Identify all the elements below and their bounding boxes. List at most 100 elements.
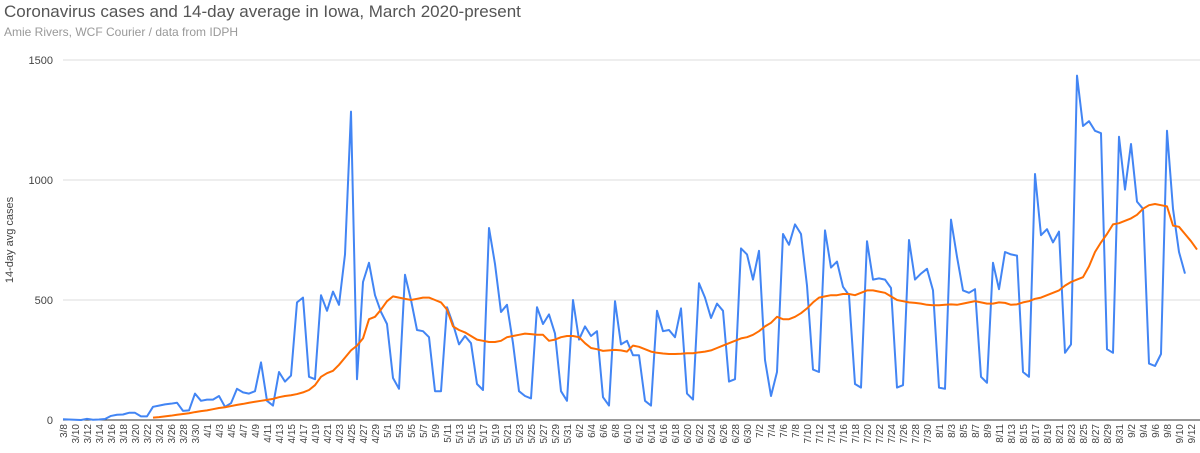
x-tick-label: 7/4 — [767, 424, 778, 438]
x-tick-label: 7/30 — [923, 424, 934, 444]
x-tick-label: 6/14 — [647, 424, 658, 444]
x-tick-label: 5/17 — [479, 424, 490, 444]
x-tick-label: 5/19 — [491, 424, 502, 444]
x-tick-label: 7/20 — [863, 424, 874, 444]
x-tick-label: 6/16 — [659, 424, 670, 444]
chart-subtitle: Amie Rivers, WCF Courier / data from IDP… — [4, 25, 238, 39]
x-tick-label: 6/12 — [635, 424, 646, 444]
x-tick-label: 4/17 — [299, 424, 310, 444]
x-tick-label: 5/31 — [563, 424, 574, 444]
x-tick-label: 4/19 — [311, 424, 322, 444]
x-tick-label: 8/9 — [983, 424, 994, 438]
x-tick-label: 5/27 — [539, 424, 550, 444]
x-tick-label: 4/11 — [263, 424, 274, 443]
x-tick-label: 8/17 — [1031, 424, 1042, 444]
x-tick-label: 7/22 — [875, 424, 886, 444]
x-tick-label: 9/10 — [1175, 424, 1186, 444]
x-tick-label: 4/5 — [227, 424, 238, 438]
x-tick-label: 9/12 — [1187, 424, 1198, 444]
x-tick-label: 8/15 — [1019, 424, 1030, 444]
x-tick-label: 6/10 — [623, 424, 634, 444]
x-tick-label: 3/14 — [95, 424, 106, 444]
x-tick-label: 5/23 — [515, 424, 526, 444]
x-tick-label: 8/5 — [959, 424, 970, 438]
chart-title: Coronavirus cases and 14-day average in … — [4, 2, 521, 21]
x-tick-label: 4/21 — [323, 424, 334, 444]
x-tick-label: 4/27 — [359, 424, 370, 444]
x-tick-label: 5/25 — [527, 424, 538, 444]
x-tick-label: 8/21 — [1055, 424, 1066, 444]
x-tick-label: 7/16 — [839, 424, 850, 444]
x-tick-label: 4/25 — [347, 424, 358, 444]
data-line — [62, 74, 1186, 421]
x-tick-label: 8/1 — [935, 424, 946, 438]
x-tick-label: 6/30 — [743, 424, 754, 444]
x-tick-label: 5/9 — [431, 424, 442, 438]
x-tick-label: 5/7 — [419, 424, 430, 438]
x-tick-label: 3/18 — [119, 424, 130, 444]
x-tick-label: 8/7 — [971, 424, 982, 438]
x-tick-label: 7/2 — [755, 424, 766, 438]
x-tick-label: 5/1 — [383, 424, 394, 438]
x-tick-label: 9/4 — [1139, 424, 1150, 438]
x-tick-label: 3/28 — [179, 424, 190, 444]
x-tick-label: 8/3 — [947, 424, 958, 438]
x-tick-label: 8/27 — [1091, 424, 1102, 444]
x-tick-label: 8/19 — [1043, 424, 1054, 444]
x-tick-label: 6/8 — [611, 424, 622, 438]
x-tick-label: 4/3 — [215, 424, 226, 438]
x-tick-label: 7/14 — [827, 424, 838, 444]
x-tick-label: 8/29 — [1103, 424, 1114, 444]
x-tick-label: 5/13 — [455, 424, 466, 444]
x-tick-label: 3/24 — [155, 424, 166, 444]
x-tick-label: 3/26 — [167, 424, 178, 444]
x-tick-label: 6/4 — [587, 424, 598, 438]
x-tick-label: 6/24 — [707, 424, 718, 444]
y-tick-label: 1000 — [29, 175, 53, 187]
x-tick-label: 6/28 — [731, 424, 742, 444]
x-tick-label: 9/8 — [1163, 424, 1174, 438]
x-tick-label: 4/15 — [287, 424, 298, 444]
x-tick-label: 3/30 — [191, 424, 202, 444]
x-tick-label: 8/25 — [1079, 424, 1090, 444]
x-tick-label: 8/31 — [1115, 424, 1126, 444]
x-tick-label: 3/20 — [131, 424, 142, 444]
x-tick-label: 9/6 — [1151, 424, 1162, 438]
x-tick-label: 5/15 — [467, 424, 478, 444]
x-tick-label: 4/13 — [275, 424, 286, 444]
y-tick-label: 500 — [35, 295, 53, 307]
x-tick-label: 8/23 — [1067, 424, 1078, 444]
x-tick-label: 7/12 — [815, 424, 826, 444]
x-tick-label: 4/23 — [335, 424, 346, 444]
x-tick-label: 9/2 — [1127, 424, 1138, 438]
x-tick-label: 3/16 — [107, 424, 118, 444]
x-tick-label: 8/13 — [1007, 424, 1018, 444]
y-axis-label: 14-day avg cases — [4, 196, 16, 283]
x-tick-label: 7/28 — [911, 424, 922, 444]
y-tick-label: 1500 — [29, 55, 53, 67]
x-tick-label: 8/11 — [995, 424, 1006, 443]
data-line — [152, 203, 1198, 419]
x-tick-label: 6/22 — [695, 424, 706, 444]
x-tick-label: 7/26 — [899, 424, 910, 444]
x-tick-label: 4/7 — [239, 424, 250, 438]
x-tick-label: 5/3 — [395, 424, 406, 438]
x-tick-label: 6/26 — [719, 424, 730, 444]
x-tick-label: 4/29 — [371, 424, 382, 444]
x-tick-label: 7/8 — [791, 424, 802, 438]
x-tick-label: 7/6 — [779, 424, 790, 438]
x-tick-label: 7/24 — [887, 424, 898, 444]
x-tick-label: 6/18 — [671, 424, 682, 444]
x-tick-label: 7/10 — [803, 424, 814, 444]
x-tick-label: 3/22 — [143, 424, 154, 444]
x-tick-label: 6/2 — [575, 424, 586, 438]
x-tick-label: 5/5 — [407, 424, 418, 438]
x-tick-label: 5/21 — [503, 424, 514, 444]
x-tick-label: 6/6 — [599, 424, 610, 438]
x-tick-label: 3/8 — [59, 424, 70, 438]
x-tick-label: 3/10 — [71, 424, 82, 444]
x-tick-label: 5/11 — [443, 424, 454, 443]
x-tick-label: 3/12 — [83, 424, 94, 444]
x-tick-label: 7/18 — [851, 424, 862, 444]
